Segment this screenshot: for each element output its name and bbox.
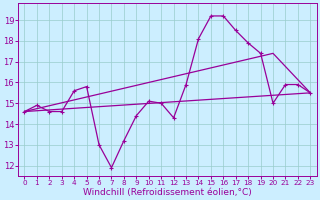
X-axis label: Windchill (Refroidissement éolien,°C): Windchill (Refroidissement éolien,°C) bbox=[83, 188, 252, 197]
